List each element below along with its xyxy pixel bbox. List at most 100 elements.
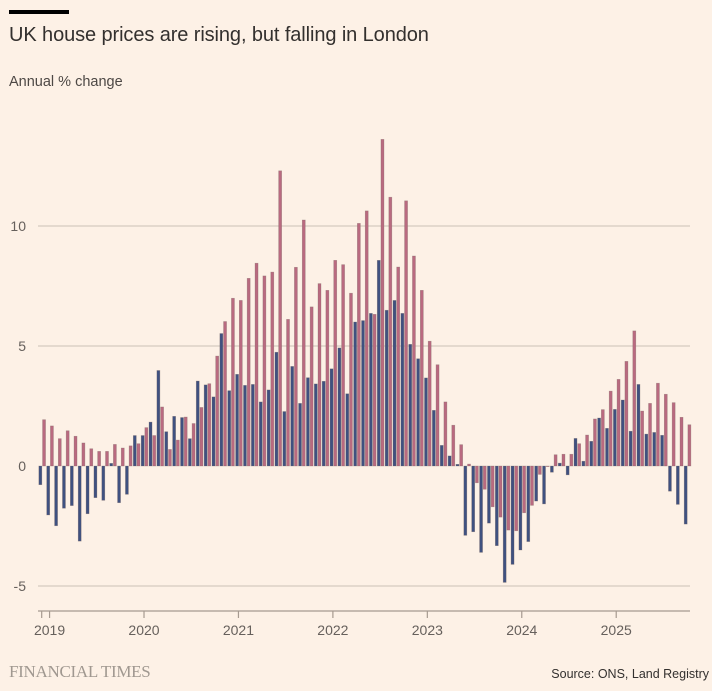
x-axis: 2019 2020 2021 2022 2023 2024 2025 [34, 610, 690, 638]
bar-london [298, 403, 302, 467]
bar-london [581, 460, 586, 467]
bar-uk [396, 266, 401, 467]
bar-uk [435, 364, 440, 467]
bar-london [620, 399, 625, 467]
x-tick-label: 2022 [317, 622, 348, 638]
bar-uk [65, 430, 70, 467]
bar-london [573, 438, 578, 467]
bar-uk [113, 444, 117, 467]
bar-london [683, 465, 688, 525]
bar-london [369, 313, 373, 467]
bar-uk [498, 465, 503, 518]
bar-uk [577, 443, 582, 467]
bar-london [125, 465, 129, 495]
bar-london [156, 370, 161, 467]
bar-uk [585, 434, 589, 467]
bar-london [495, 465, 499, 546]
ft-top-bar [9, 10, 69, 14]
y-tick-label: 5 [18, 338, 26, 354]
chart-subtitle: Annual % change [9, 74, 123, 90]
bar-uk [215, 355, 219, 467]
bar-uk [459, 444, 463, 467]
bar-uk [270, 271, 275, 467]
bar-london [463, 465, 468, 536]
bar-uk [333, 260, 338, 467]
x-tick-label: 2023 [412, 622, 443, 638]
y-tick-label: 0 [18, 458, 26, 474]
bar-uk [506, 465, 511, 531]
bar-uk [325, 290, 330, 467]
bar-uk [601, 409, 605, 467]
bar-uk [490, 465, 495, 508]
bar-uk [412, 255, 416, 467]
bar-london [282, 411, 287, 467]
bar-uk [679, 416, 684, 467]
bar-london [70, 465, 74, 506]
bar-uk [120, 447, 125, 467]
bar-uk [199, 407, 204, 467]
bar-uk [57, 438, 62, 467]
bar-uk [616, 379, 621, 467]
bar-uk [144, 427, 149, 467]
bar-london [258, 401, 263, 467]
bar-uk [89, 448, 94, 467]
bar-london [321, 380, 326, 467]
bar-uk [364, 210, 369, 467]
bar-london [557, 462, 562, 467]
bar-uk [648, 403, 652, 467]
bar-uk [569, 453, 574, 467]
bar-uk [561, 453, 566, 467]
bar-uk [451, 424, 456, 467]
x-tick-label: 2020 [128, 622, 159, 638]
bar-london [400, 313, 405, 467]
bar-uk [105, 451, 109, 467]
bar-london [392, 300, 397, 467]
bar-uk [97, 451, 101, 467]
bar-london [526, 465, 531, 542]
bar-uk [593, 418, 597, 467]
chart-title: UK house prices are rising, but falling … [9, 24, 429, 46]
bar-london [668, 465, 672, 492]
bar-london [510, 465, 515, 565]
bar-uk [73, 435, 78, 467]
bar-london [644, 433, 649, 467]
source-note: Source: ONS, Land Registry [551, 667, 709, 681]
bar-uk [278, 170, 282, 467]
bar-uk [239, 300, 243, 467]
bar-uk [467, 463, 471, 467]
bar-uk [514, 465, 519, 532]
bar-uk [475, 465, 479, 484]
bars [38, 139, 692, 583]
bar-london [384, 309, 389, 467]
bar-london [274, 351, 279, 467]
bar-london [93, 465, 98, 498]
bar-uk [176, 439, 180, 467]
bar-london [77, 465, 82, 542]
bar-london [652, 432, 657, 467]
bar-uk [545, 465, 550, 467]
bar-london [38, 465, 43, 486]
bar-london [376, 260, 381, 467]
bar-uk [671, 402, 676, 467]
bar-london [502, 465, 507, 583]
bar-uk [427, 340, 432, 467]
bar-uk [294, 266, 298, 467]
bar-uk [538, 465, 542, 475]
bar-london [306, 377, 310, 467]
bar-london [266, 389, 271, 467]
y-tick-label: -5 [14, 578, 27, 594]
bar-uk [530, 465, 534, 506]
y-tick-label: 10 [10, 218, 26, 234]
bar-london [251, 384, 255, 467]
bar-uk [388, 196, 393, 467]
bar-uk [207, 383, 212, 467]
bar-uk [183, 416, 188, 467]
bar-london [290, 366, 294, 467]
bar-london [313, 383, 318, 467]
bar-uk [42, 419, 46, 467]
x-tick-label: 2021 [223, 622, 254, 638]
bar-london [62, 465, 66, 509]
bar-london [132, 435, 137, 467]
bar-uk [522, 465, 526, 514]
